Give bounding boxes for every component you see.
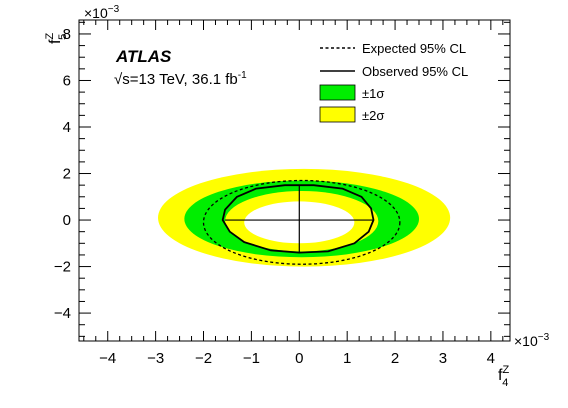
legend-2sigma-swatch — [319, 106, 356, 123]
y-axis-label: fZ5 — [44, 33, 69, 44]
expected-contour — [202, 179, 401, 265]
x-tick-label: −4 — [99, 350, 116, 367]
energy-text: √s=13 TeV, 36.1 fb — [114, 71, 238, 88]
y-tick-label: 0 — [63, 212, 71, 229]
y-tick-label: 8 — [63, 26, 71, 43]
x-tick-label: 4 — [487, 350, 495, 367]
contours — [202, 179, 401, 265]
legend-1sigma-label: ±1σ — [362, 86, 384, 101]
energy-label: √s=13 TeV, 36.1 fb-1 — [114, 70, 247, 88]
y-tick-label: −4 — [54, 305, 71, 322]
x-tick-label: 2 — [391, 350, 399, 367]
experiment-label: ATLAS — [115, 47, 172, 66]
y-multiplier: ×10−3 — [84, 4, 120, 21]
legend-expected-label: Expected 95% CL — [362, 41, 466, 56]
x-tick-label: 3 — [439, 350, 447, 367]
plot-frame — [78, 19, 511, 342]
x-tick-label: −3 — [147, 350, 164, 367]
observed-contour — [221, 184, 375, 254]
axes: −4 −3 −2 −1 0 1 2 3 4 −4 −2 0 2 4 6 8 — [54, 20, 510, 367]
legend-1sigma-swatch — [319, 84, 356, 101]
y-tick-label: 4 — [63, 119, 71, 136]
x-axis-label: fZ 4 — [498, 364, 509, 389]
legend-2sigma-label: ±2σ — [362, 108, 384, 123]
y-tick-label: 2 — [63, 166, 71, 183]
y-tick-label: −2 — [54, 259, 71, 276]
x-tick-label: 0 — [295, 350, 303, 367]
x-tick-label: 1 — [343, 350, 351, 367]
legend-observed-label: Observed 95% CL — [362, 64, 468, 79]
x-multiplier: ×10−3 — [514, 332, 550, 349]
y-tick-label: 6 — [63, 72, 71, 89]
x-tick-label: −1 — [243, 350, 260, 367]
energy-sup: -1 — [238, 70, 247, 81]
x-tick-label: −2 — [195, 350, 212, 367]
legend: Expected 95% CL Observed 95% CL ±1σ ±2σ — [319, 41, 468, 123]
